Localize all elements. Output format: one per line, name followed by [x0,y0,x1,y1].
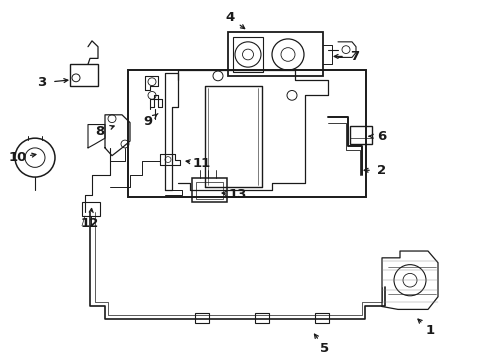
Text: 6: 6 [377,130,387,143]
Text: 12: 12 [81,217,99,230]
Text: 7: 7 [350,50,360,63]
Text: 3: 3 [37,76,47,89]
Bar [70,64,98,86]
Bar [192,178,227,202]
Bar [315,313,329,323]
Bar [255,313,269,323]
Text: 9: 9 [144,115,152,128]
Bar [233,37,263,72]
Bar [196,182,223,199]
Text: 2: 2 [377,164,387,177]
Bar [128,70,366,197]
Text: 1: 1 [425,324,435,337]
Bar [350,126,372,144]
Text: 13: 13 [229,188,247,201]
Bar [195,313,209,323]
Text: 4: 4 [225,11,235,24]
Bar [82,202,100,216]
Bar [228,32,323,76]
Text: 11: 11 [193,157,211,170]
Text: 5: 5 [320,342,330,355]
Text: 8: 8 [96,125,105,138]
Text: 10: 10 [9,151,27,164]
